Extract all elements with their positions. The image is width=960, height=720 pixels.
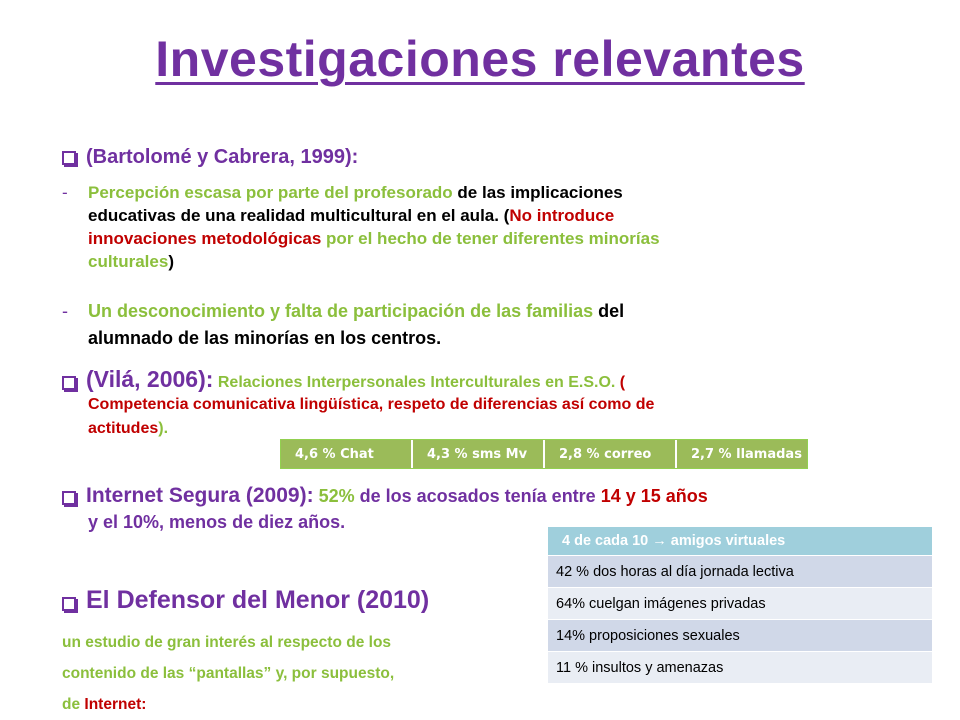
table-cell: 4,6 % Chat [281,440,413,468]
section-vila: (Vilá, 2006): Relaciones Interpersonales… [62,366,902,441]
text-span: 52% [313,486,355,506]
text-span: 14 y 15 años [595,486,708,506]
table-cell: 2,7 % llamadas [677,440,807,468]
checkbox-bullet-icon [62,490,76,505]
text-span: culturales [88,252,169,271]
dash-bullet: - [62,301,68,321]
text-span: de los acosados tenía entre [354,486,596,506]
text-span: de [62,696,85,713]
section-heading: (Bartolomé y Cabrera, 1999): [86,146,359,168]
text-span: No introduce [509,206,615,225]
text-span: Un desconocimiento y falta de participac… [88,301,594,321]
text-span: de las implicaciones [452,183,623,202]
section-heading: (Vilá, 2006): [86,366,214,392]
text-span: Percepción escasa por parte del profesor… [88,183,453,202]
checkbox-bullet-icon [62,150,76,165]
text-span: actitudes [88,420,159,437]
virtual-friends-table: 4 de cada 10 → amigos virtuales 42 % dos… [548,527,932,683]
table-row: 42 % dos horas al día jornada lectiva [548,555,932,587]
section-heading: Internet Segura (2009): [86,484,314,507]
text-line: un estudio de gran interés al respecto d… [62,634,392,651]
table-header: 4 de cada 10 → amigos virtuales [548,527,932,555]
text-span: educativas de una realidad multicultural… [88,206,510,225]
text-span: ) [168,252,174,271]
section-defensor: El Defensor del Menor (2010) [62,586,429,615]
text-span: por el hecho de tener diferentes minoría… [321,229,660,248]
section-heading: El Defensor del Menor (2010) [86,586,430,614]
text-line: y el 10%, menos de diez años. [88,512,346,532]
text-line: Competencia comunicativa lingüística, re… [88,396,655,413]
dash-bullet: - [62,183,68,202]
defensor-text: un estudio de gran interés al respecto d… [62,627,394,720]
table-cell: 4,3 % sms Mv [413,440,545,468]
media-usage-table: 4,6 % Chat 4,3 % sms Mv 2,8 % correo 2,7… [280,439,808,469]
section-bartolome: (Bartolomé y Cabrera, 1999): [62,146,358,169]
text-line: contenido de las “pantallas” y, por supu… [62,665,395,682]
text-span: del [593,301,625,321]
text-span: ( [615,374,626,391]
section-internet-segura: Internet Segura (2009): 52% de los acosa… [62,484,922,536]
list-item: - Percepción escasa por parte del profes… [62,181,862,273]
checkbox-bullet-icon [62,596,76,611]
text-span: Internet: [84,696,147,713]
table-row: 64% cuelgan imágenes privadas [548,587,932,619]
slide-title: Investigaciones relevantes [155,31,805,87]
text-span: ). [158,420,169,437]
table-row: 11 % insultos y amenazas [548,651,932,683]
table-row: 14% proposiciones sexuales [548,619,932,651]
table-cell: 2,8 % correo [545,440,677,468]
text-line: alumnado de las minorías en los centros. [88,328,442,348]
text-span: innovaciones metodológicas [88,229,322,248]
text-span: Relaciones Interpersonales Intercultural… [213,374,616,391]
checkbox-bullet-icon [62,375,76,390]
list-item: - Un desconocimiento y falta de particip… [62,298,862,352]
